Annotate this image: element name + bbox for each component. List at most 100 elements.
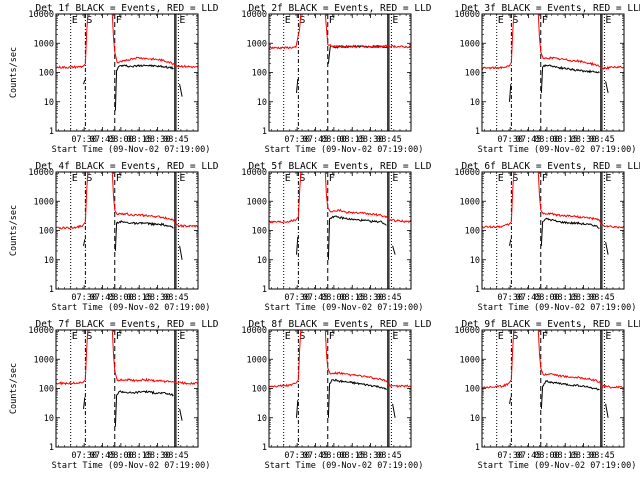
- y-tick-label: 10000: [454, 10, 480, 20]
- panel-title: Det 6f BLACK = Events, RED = LLD: [461, 161, 640, 172]
- plot-frame: [481, 329, 625, 448]
- x-tick-label: 07:45: [90, 451, 116, 461]
- y-tick-label: 100: [39, 69, 54, 79]
- marker-label: F: [542, 15, 548, 26]
- y-tick-label: 1000: [460, 39, 480, 49]
- x-tick-label: 08:45: [589, 293, 615, 303]
- y-tick-label: 1000: [460, 197, 480, 207]
- panel-4: Det 4f BLACK = Events, RED = LLD Counts/s…: [9, 161, 219, 313]
- y-tick-label: 10: [470, 414, 480, 424]
- marker-label: S: [299, 331, 305, 342]
- marker-label: E: [179, 331, 185, 342]
- x-axis-label: Start Time (09-Nov-02 07:19:00): [478, 461, 637, 471]
- lld-series-line: [269, 330, 411, 388]
- marker-label: S: [86, 173, 92, 184]
- x-tick-label: 08:30: [145, 451, 171, 461]
- x-tick-label: 08:45: [163, 135, 189, 145]
- events-series-line: [296, 378, 396, 418]
- y-tick-label: 1: [262, 285, 267, 295]
- x-tick-label: 08:15: [339, 451, 365, 461]
- lld-series-line: [56, 14, 198, 70]
- x-axis-label: Start Time (09-Nov-02 07:19:00): [478, 303, 637, 313]
- x-tick-label: 07:30: [71, 135, 97, 145]
- y-axis-label: Counts/sec: [9, 363, 19, 414]
- y-tick-label: 10: [257, 414, 267, 424]
- panel-9: Det 9f BLACK = Events, RED = LLD Start Ti…: [454, 319, 640, 471]
- events-series-line: [509, 379, 609, 418]
- marker-label: F: [329, 173, 335, 184]
- y-tick-label: 10000: [28, 168, 54, 178]
- x-axis-label: Start Time (09-Nov-02 07:19:00): [52, 303, 211, 313]
- plot-frame: [268, 329, 412, 448]
- x-axis-label: Start Time (09-Nov-02 07:19:00): [52, 145, 211, 155]
- marker-label: S: [86, 15, 92, 26]
- marker-label: E: [605, 15, 611, 26]
- y-tick-label: 1: [475, 127, 480, 137]
- plot-frame: [481, 171, 625, 290]
- panel-7: Det 7f BLACK = Events, RED = LLD Counts/s…: [9, 319, 219, 471]
- x-tick-label: 07:30: [284, 293, 310, 303]
- y-tick-label: 1000: [34, 197, 54, 207]
- x-tick-label: 08:30: [145, 135, 171, 145]
- x-tick-label: 08:30: [145, 293, 171, 303]
- y-tick-label: 10000: [454, 326, 480, 336]
- marker-label: E: [72, 15, 78, 26]
- x-tick-label: 08:00: [108, 293, 134, 303]
- marker-label: S: [299, 173, 305, 184]
- y-tick-label: 1: [49, 443, 54, 453]
- events-series-line: [509, 64, 609, 102]
- marker-label: F: [329, 331, 335, 342]
- events-series-line: [296, 44, 388, 93]
- y-tick-label: 1000: [34, 39, 54, 49]
- x-tick-label: 08:45: [589, 451, 615, 461]
- x-axis-label: Start Time (09-Nov-02 07:19:00): [478, 145, 637, 155]
- lld-series-line: [482, 330, 624, 389]
- x-tick-label: 07:30: [497, 451, 523, 461]
- x-tick-label: 08:45: [163, 293, 189, 303]
- plot-frame: [268, 171, 412, 290]
- x-tick-label: 07:30: [71, 293, 97, 303]
- x-tick-label: 07:30: [284, 451, 310, 461]
- y-tick-label: 10: [44, 98, 54, 108]
- marker-label: E: [285, 173, 291, 184]
- marker-label: E: [285, 15, 291, 26]
- events-series-line: [83, 220, 183, 260]
- x-tick-label: 07:30: [284, 135, 310, 145]
- panel-title: Det 1f BLACK = Events, RED = LLD: [35, 3, 218, 14]
- y-tick-label: 10000: [454, 168, 480, 178]
- marker-label: S: [512, 173, 518, 184]
- panel-1: Det 1f BLACK = Events, RED = LLD Counts/s…: [9, 3, 219, 155]
- panel-title: Det 3f BLACK = Events, RED = LLD: [461, 3, 640, 14]
- x-axis-label: Start Time (09-Nov-02 07:19:00): [265, 303, 424, 313]
- x-tick-label: 08:45: [163, 451, 189, 461]
- y-tick-label: 1000: [247, 39, 267, 49]
- y-axis-label: Counts/sec: [9, 47, 19, 98]
- x-tick-label: 08:45: [376, 293, 402, 303]
- plot-frame: [55, 329, 199, 448]
- marker-label: S: [512, 15, 518, 26]
- y-axis-label: Counts/sec: [9, 205, 19, 256]
- lld-series-line: [269, 14, 411, 50]
- y-tick-label: 10: [257, 98, 267, 108]
- y-tick-label: 10: [44, 414, 54, 424]
- y-tick-label: 100: [465, 227, 480, 237]
- panel-title: Det 2f BLACK = Events, RED = LLD: [248, 3, 431, 14]
- x-tick-label: 08:45: [589, 135, 615, 145]
- x-tick-label: 08:30: [358, 135, 384, 145]
- x-tick-label: 07:30: [497, 293, 523, 303]
- y-tick-label: 100: [252, 69, 267, 79]
- y-tick-label: 1: [262, 127, 267, 137]
- marker-label: F: [542, 173, 548, 184]
- plot-frame: [481, 13, 625, 132]
- marker-label: S: [299, 15, 305, 26]
- marker-label: F: [329, 15, 335, 26]
- plot-frame: [55, 13, 199, 132]
- y-tick-label: 1: [475, 443, 480, 453]
- y-tick-label: 10: [470, 256, 480, 266]
- x-tick-label: 07:45: [303, 293, 329, 303]
- y-tick-label: 10000: [241, 326, 267, 336]
- panel-3: Det 3f BLACK = Events, RED = LLD Start Ti…: [454, 3, 640, 155]
- y-tick-label: 1: [49, 127, 54, 137]
- y-tick-label: 100: [465, 69, 480, 79]
